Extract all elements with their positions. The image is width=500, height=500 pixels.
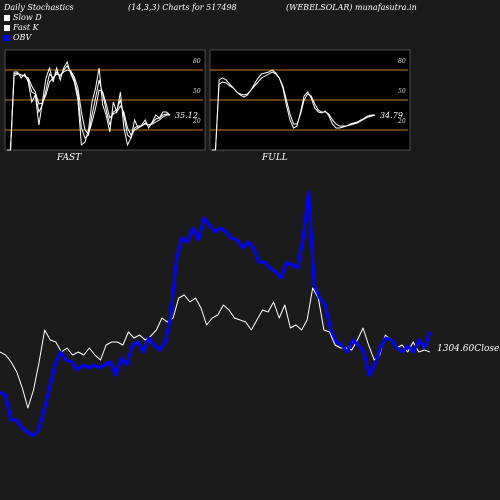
full-last-value-label: 34.79 (380, 111, 403, 120)
legend-slow-d-label: Slow D (13, 13, 42, 22)
close-value-label: 1304.60Close (437, 344, 499, 354)
full-series-line-1 (212, 69, 375, 151)
legend-slow-d-swatch (4, 15, 10, 21)
legend-fast-k-label: Fast K (13, 23, 39, 32)
chart-title: Daily Stochastics (4, 3, 74, 12)
full-level-label-80: 80 (398, 58, 406, 65)
chart-symbol: (WEBELSOLAR) munafasutra.in (286, 3, 417, 12)
fast-panel-label: FAST (57, 153, 82, 163)
legend-obv-label: OBV (13, 33, 32, 42)
fast-level-label-20: 20 (192, 118, 201, 125)
full-level-label-20: 20 (397, 118, 406, 125)
chart-params: (14,3,3) Charts for 517498 (128, 3, 237, 12)
full-panel-label: FULL (262, 153, 288, 163)
obv-line (0, 190, 432, 438)
obv-panel: 1304.60Close (0, 190, 499, 438)
full-level-label-50: 50 (398, 88, 406, 95)
fast-level-label-80: 80 (193, 58, 201, 65)
legend-fast-k: Fast K (4, 23, 39, 33)
price-line (0, 287, 431, 409)
legend-obv: OBV (4, 33, 31, 43)
fast-last-value-label: 35.12 (175, 111, 198, 120)
legend-obv-swatch (4, 35, 10, 41)
legend-slow-d: Slow D (4, 13, 42, 23)
fast-series-line-0 (7, 60, 171, 151)
fast-level-label-50: 50 (193, 88, 201, 95)
legend-fast-k-swatch (4, 25, 10, 31)
fast-series-line-2 (7, 69, 170, 151)
